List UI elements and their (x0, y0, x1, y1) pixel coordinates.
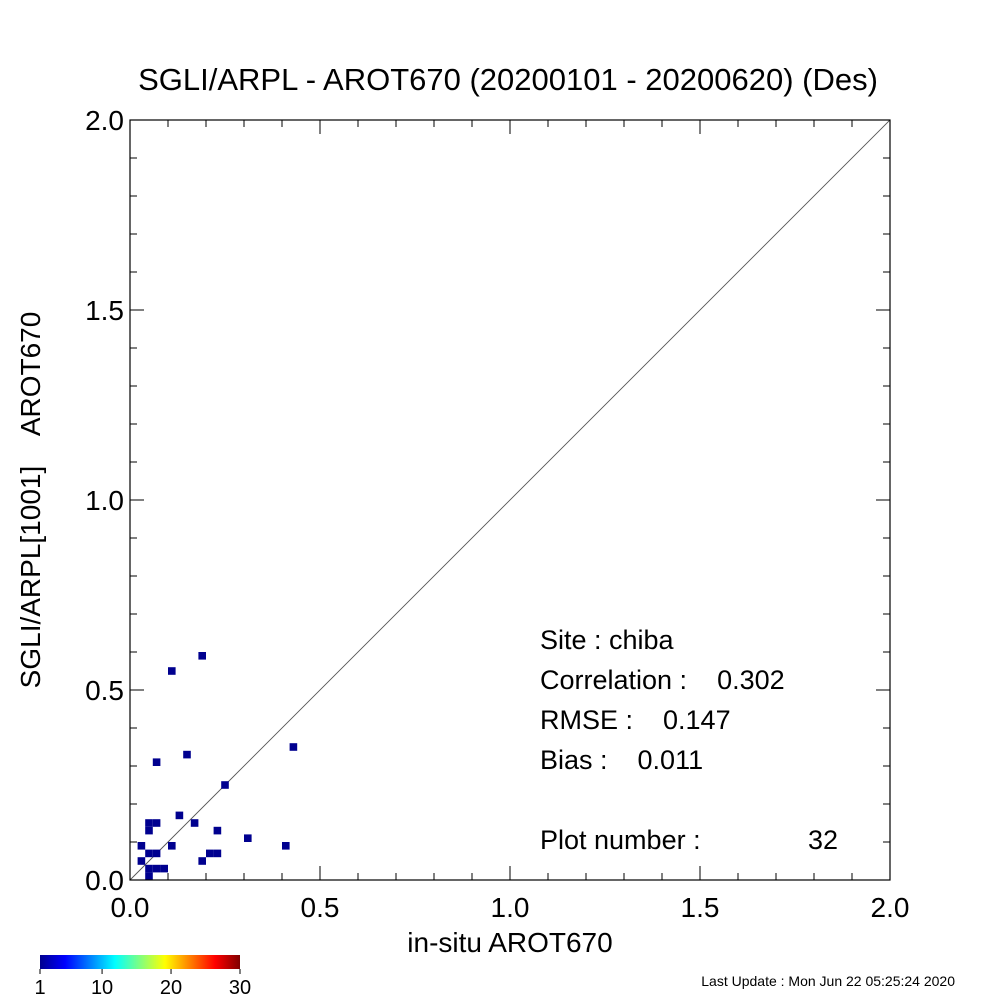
data-point (145, 849, 153, 858)
data-point (152, 819, 161, 827)
correlation-annotation: Correlation : 0.302 (540, 665, 785, 695)
data-point (183, 750, 191, 759)
colorbar (40, 955, 240, 969)
data-point (145, 864, 153, 873)
y-tick-label: 2.0 (85, 105, 124, 136)
colorbar-ticks: 1 10 20 30 (34, 969, 251, 999)
data-point (152, 758, 161, 766)
data-point (152, 864, 161, 873)
x-tick-label: 1.5 (681, 892, 720, 923)
colorbar-tick-label: 30 (229, 977, 251, 999)
data-point (198, 857, 206, 865)
x-tick-label: 1.0 (491, 892, 530, 923)
data-point (244, 834, 252, 842)
one-to-one-line (129, 119, 891, 881)
data-point (152, 849, 161, 858)
y-tick-label: 1.0 (85, 485, 124, 516)
colorbar-tick-label: 10 (91, 977, 113, 999)
y-tick-label: 0.5 (85, 675, 124, 706)
x-tick-label: 2.0 (871, 892, 910, 923)
data-point (137, 842, 146, 850)
data-point (168, 842, 176, 850)
data-point (213, 826, 222, 835)
data-point (190, 819, 199, 827)
one-to-one-line-group (129, 119, 891, 881)
last-update-text: Last Update : Mon Jun 22 05:25:24 2020 (701, 973, 955, 989)
data-point (145, 872, 153, 880)
x-tick-label: 0.0 (111, 892, 150, 923)
data-point (221, 781, 229, 789)
site-annotation: Site : chiba (540, 625, 675, 655)
x-tick-label: 0.5 (301, 892, 340, 923)
y-axis-label: SGLI/ARPL[1001] AROT670 (15, 312, 46, 689)
data-point (137, 857, 146, 865)
x-axis-label: in-situ AROT670 (407, 927, 612, 958)
data-point (168, 667, 176, 675)
y-tick-label: 1.5 (85, 295, 124, 326)
data-point (145, 819, 153, 827)
plot-frame (129, 119, 891, 881)
colorbar-tick-label: 20 (160, 977, 182, 999)
rmse-annotation: RMSE : 0.147 (540, 705, 731, 735)
data-point (289, 743, 298, 751)
data-point (175, 811, 184, 820)
y-tick-label: 0.0 (85, 865, 124, 896)
colorbar-tick-label: 1 (34, 977, 45, 999)
plot-number-label: Plot number : (540, 825, 701, 855)
bias-annotation: Bias : 0.011 (540, 745, 703, 775)
chart-title: SGLI/ARPL - AROT670 (20200101 - 20200620… (138, 62, 878, 97)
data-point (213, 849, 222, 858)
data-point (198, 652, 206, 660)
data-point (145, 826, 153, 835)
data-point (282, 842, 290, 850)
tick-labels: 0.0 0.5 1.0 1.5 2.0 0.0 0.5 1.0 1.5 2.0 (85, 105, 909, 923)
data-point (206, 849, 214, 858)
data-point (160, 864, 168, 873)
plot-number-value: 32 (808, 825, 838, 855)
data-points (137, 652, 298, 880)
